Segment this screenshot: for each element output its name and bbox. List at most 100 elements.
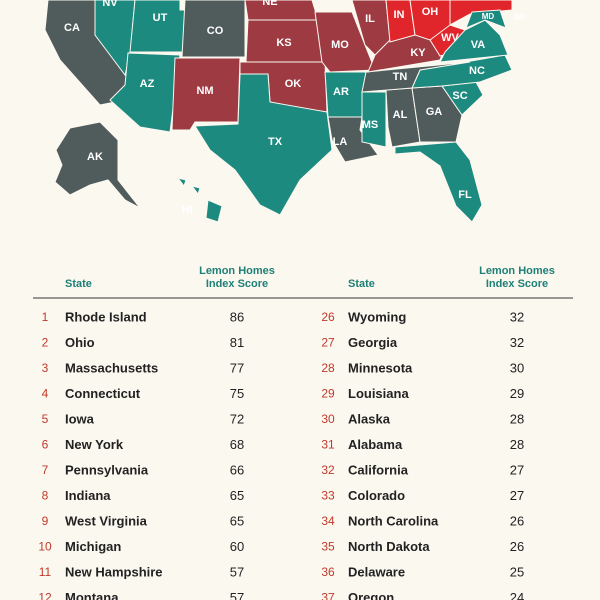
state-shape [181,0,246,58]
score: 27 [510,488,524,503]
column-header: Lemon Homes [199,265,275,277]
state-label: NC [469,65,485,77]
rank: 37 [321,591,335,600]
score: 75 [230,386,244,401]
state-name: California [348,462,409,477]
state-label: CO [207,25,224,37]
state-label: OK [285,78,302,90]
state-name: Iowa [65,411,95,426]
state-name: Alabama [348,437,403,452]
state-shape [439,19,509,63]
state-shape [190,185,201,196]
state-name: Ohio [65,335,95,350]
rank: 36 [321,565,335,579]
state-shape [194,73,333,216]
rank: 29 [321,387,335,401]
rank: 2 [42,336,49,350]
rank: 30 [321,412,335,426]
rank: 9 [42,514,49,528]
state-label: MS [362,119,379,131]
state-shape [361,61,471,93]
state-name: Massachusetts [65,360,158,375]
score: 86 [230,309,244,324]
score: 25 [510,564,524,579]
rank: 31 [321,438,335,452]
state-label: UT [153,12,168,24]
score: 65 [230,513,244,528]
state-shape [465,9,507,29]
state-name: Indiana [65,488,111,503]
state-label: IL [365,13,375,25]
state-name: Wyoming [348,309,406,324]
rank: 35 [321,540,335,554]
rank: 5 [42,412,49,426]
state-name: Rhode Island [65,309,147,324]
state-label: WV [441,32,459,44]
rank: 26 [321,310,335,324]
state-name: Montana [65,590,119,600]
state-label: FL [458,189,472,201]
column-header: Lemon Homes [479,265,555,277]
column-header: Index Score [486,278,548,290]
state-name: Louisiana [348,386,409,401]
state-label: KY [410,47,426,59]
state-label: AL [393,109,408,121]
column-header: State [348,278,375,290]
rank: 8 [42,489,49,503]
score: 26 [510,513,524,528]
rank: 32 [321,463,335,477]
state-name: West Virginia [65,513,148,528]
column-header: Index Score [206,278,268,290]
score: 77 [230,360,244,375]
state-label: CA [64,22,80,34]
state-label: KS [276,37,291,49]
column-header: State [65,278,92,290]
state-name: Georgia [348,335,398,350]
state-label: MO [331,39,349,51]
state-shape [54,121,141,209]
score: 28 [510,411,524,426]
state-shape [205,199,223,223]
rank: 4 [42,387,49,401]
state-label: NE [262,0,277,8]
score: 57 [230,564,244,579]
score: 81 [230,335,244,350]
state-name: Oregon [348,590,394,600]
state-label: HI [182,204,193,216]
rank: 28 [321,361,335,375]
rank: 27 [321,336,335,350]
state-shape [244,0,319,21]
state-label: TX [268,136,283,148]
state-label: LA [333,136,348,148]
state-name: Connecticut [65,386,141,401]
state-label: NM [196,85,213,97]
score: 24 [510,590,524,600]
score: 60 [230,539,244,554]
state-shape [129,0,191,53]
score: 66 [230,462,244,477]
state-label: IN [394,9,405,21]
score: 32 [510,335,524,350]
score: 26 [510,539,524,554]
state-label: AR [333,86,349,98]
score: 28 [510,437,524,452]
score: 57 [230,590,244,600]
score: 65 [230,488,244,503]
state-name: Alaska [348,411,391,426]
state-name: North Carolina [348,513,439,528]
state-shape [394,141,483,223]
state-label: NV [102,0,118,9]
state-shape [176,177,187,188]
score: 72 [230,411,244,426]
state-label: OH [422,6,439,18]
score: 27 [510,462,524,477]
state-label: GA [426,106,443,118]
state-label: SC [452,90,467,102]
rank: 33 [321,489,335,503]
state-shape [361,91,387,148]
state-name: North Dakota [348,539,430,554]
rank: 3 [42,361,49,375]
state-name: New Hampshire [65,564,163,579]
